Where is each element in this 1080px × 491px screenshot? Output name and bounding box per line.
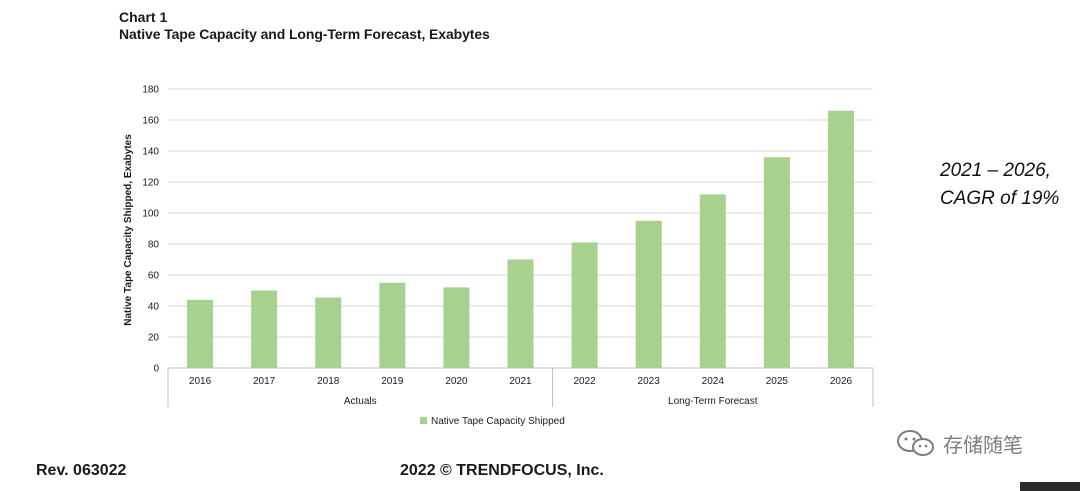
x-tick-label: 2016 xyxy=(189,376,212,387)
legend-label: Native Tape Capacity Shipped xyxy=(431,416,565,427)
x-tick-label: 2020 xyxy=(445,376,468,387)
y-axis-label: Native Tape Capacity Shipped, Exabytes xyxy=(123,134,134,326)
chart-title: Native Tape Capacity and Long-Term Forec… xyxy=(119,26,490,42)
x-tick-label: 2024 xyxy=(702,376,725,387)
x-tick-label: 2017 xyxy=(253,376,276,387)
legend-swatch xyxy=(420,417,427,424)
y-tick-label: 20 xyxy=(148,333,160,344)
bar-2019 xyxy=(379,282,406,368)
y-tick-label: 60 xyxy=(148,271,160,282)
annotation-line-2: CAGR of 19% xyxy=(940,188,1060,209)
bars xyxy=(187,110,854,368)
x-tick-labels: 2016 2017 2018 2019 2020 2021 2022 2023 2024 2025… xyxy=(189,376,853,387)
x-tick-label: 2019 xyxy=(381,376,404,387)
gridlines xyxy=(168,88,873,338)
legend: Native Tape Capacity Shipped xyxy=(420,416,565,427)
y-tick-label: 0 xyxy=(153,364,159,375)
watermark: 存储随笔 xyxy=(895,428,1023,458)
x-tick-label: 2023 xyxy=(638,376,661,387)
copyright-label: 2022 © TRENDFOCUS, Inc. xyxy=(400,462,604,479)
y-tick-label: 180 xyxy=(142,85,159,96)
bar-2022 xyxy=(571,242,598,368)
x-tick-label: 2026 xyxy=(830,376,853,387)
bar-2026 xyxy=(827,110,854,368)
chart-number: Chart 1 xyxy=(119,9,168,25)
y-tick-label: 80 xyxy=(148,240,160,251)
y-tick-label: 120 xyxy=(142,178,159,189)
bar-2021 xyxy=(507,259,534,368)
cagr-annotation: 2021 – 2026, CAGR of 19% xyxy=(940,157,1059,213)
y-tick-label: 100 xyxy=(142,209,159,220)
y-tick-label: 140 xyxy=(142,147,159,158)
bar-2020 xyxy=(443,287,470,368)
y-tick-label: 40 xyxy=(148,302,160,313)
bar-2017 xyxy=(251,290,278,368)
x-tick-label: 2025 xyxy=(766,376,789,387)
group-label: Actuals xyxy=(344,396,377,407)
y-tick-labels: 0 20 40 60 80 100 120 140 160 180 xyxy=(142,85,159,375)
x-tick-label: 2022 xyxy=(573,376,596,387)
wechat-icon xyxy=(897,430,934,456)
bar-2025 xyxy=(763,157,790,368)
bar-2023 xyxy=(635,220,662,368)
bar-2018 xyxy=(315,297,342,368)
bar-2024 xyxy=(699,194,726,368)
group-label: Long-Term Forecast xyxy=(668,396,758,407)
watermark-text: 存储随笔 xyxy=(943,432,1023,457)
corner-bar xyxy=(1020,482,1080,491)
category-groups: Actuals Long-Term Forecast xyxy=(167,368,874,407)
revision-label: Rev. 063022 xyxy=(36,462,127,479)
x-tick-label: 2021 xyxy=(509,376,532,387)
annotation-line-1: 2021 – 2026, xyxy=(940,160,1051,181)
y-tick-label: 160 xyxy=(142,116,159,127)
bar-2016 xyxy=(187,299,214,368)
x-tick-label: 2018 xyxy=(317,376,340,387)
